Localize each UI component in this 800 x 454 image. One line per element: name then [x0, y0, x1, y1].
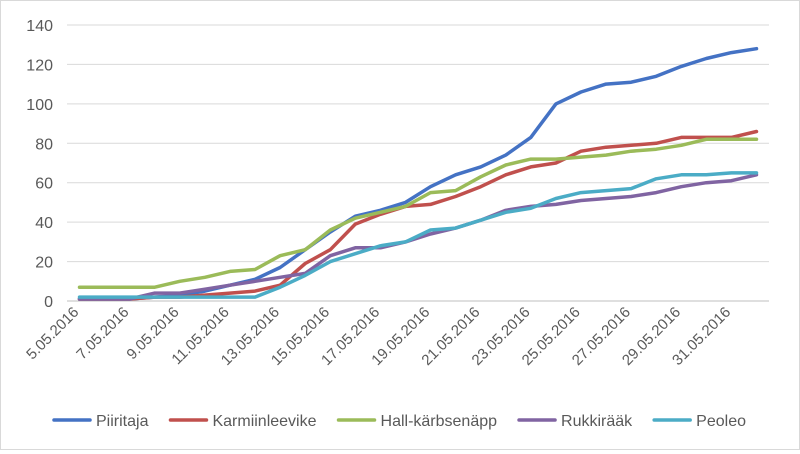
x-tick-label: 5.05.2016	[23, 304, 82, 363]
series-line	[77, 171, 759, 299]
x-axis-ticks: 5.05.20167.05.20169.05.201611.05.201613.…	[23, 304, 734, 369]
y-tick-label: 60	[35, 176, 53, 193]
series-line	[77, 129, 759, 301]
y-tick-label: 100	[26, 97, 53, 114]
series-line	[77, 173, 759, 301]
y-axis-ticks: 0 20 40 60 80 100 120 140	[26, 18, 53, 311]
series-lines	[77, 46, 759, 301]
y-tick-label: 20	[35, 255, 53, 272]
y-tick-label: 80	[35, 136, 53, 153]
legend-label: Hall-kärbsenäpp	[381, 413, 498, 430]
legend-label: Piiritaja	[96, 413, 149, 430]
legend: Piiritaja Karmiinleevike Hall-kärbsenäpp Ru…	[52, 413, 746, 430]
y-tick-label: 120	[26, 57, 53, 74]
series-line	[77, 46, 759, 301]
legend-label: Peoleo	[696, 413, 746, 430]
y-tick-label: 40	[35, 215, 53, 232]
gridlines	[67, 24, 769, 263]
legend-label: Rukkirääk	[561, 413, 633, 430]
y-tick-label: 0	[44, 294, 53, 311]
series-line	[77, 137, 759, 289]
y-tick-label: 140	[26, 18, 53, 35]
x-tick-label: 7.05.2016	[73, 304, 132, 363]
legend-label: Karmiinleevike	[212, 413, 316, 430]
